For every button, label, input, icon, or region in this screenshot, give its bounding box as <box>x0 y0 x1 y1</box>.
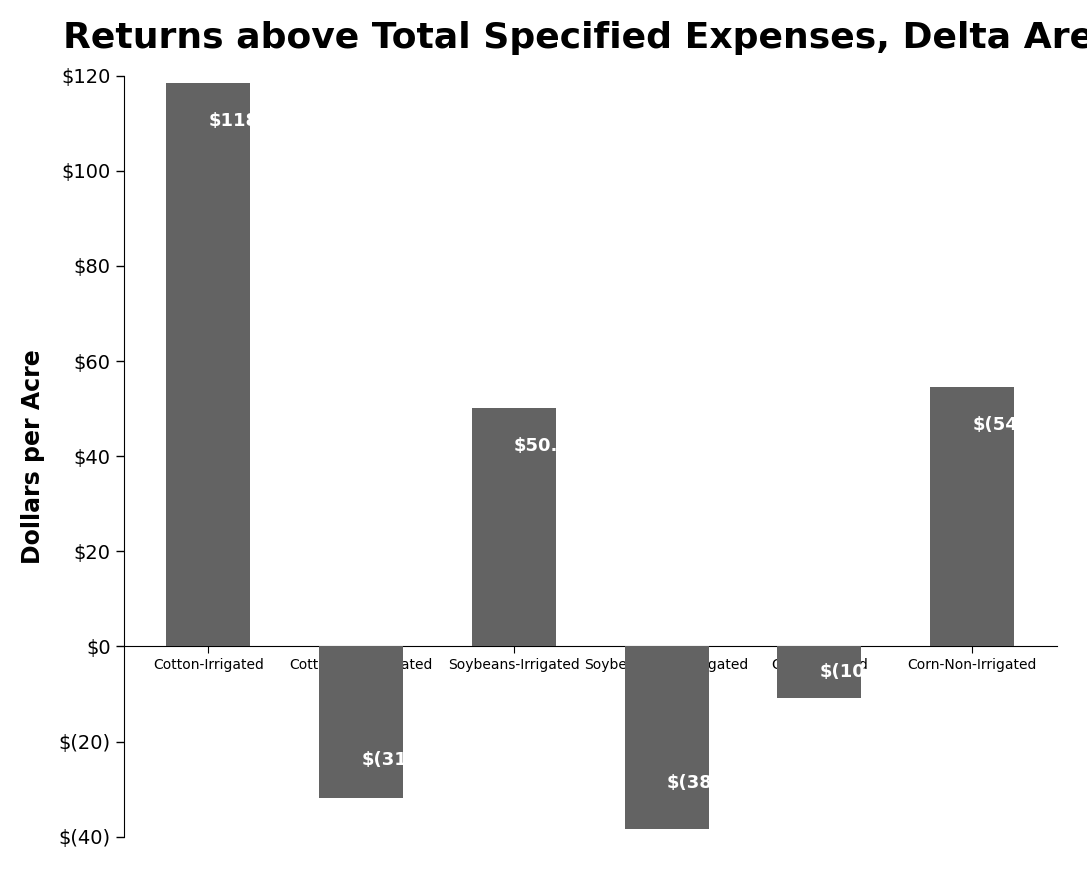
Bar <box>930 387 1014 647</box>
Text: $50.12: $50.12 <box>514 437 584 455</box>
Text: $(54.56): $(54.56) <box>972 416 1058 434</box>
Text: $118.42: $118.42 <box>209 112 290 130</box>
Text: $(31.87): $(31.87) <box>361 751 447 769</box>
Bar <box>320 647 403 798</box>
Text: $(10.81): $(10.81) <box>820 663 905 681</box>
Bar <box>625 647 709 829</box>
Y-axis label: Dollars per Acre: Dollars per Acre <box>21 348 45 563</box>
Text: $(38.40): $(38.40) <box>666 774 752 793</box>
Bar <box>777 647 861 698</box>
Bar <box>472 408 555 647</box>
Bar <box>166 83 250 647</box>
Title: Returns above Total Specified Expenses, Delta Area: Returns above Total Specified Expenses, … <box>63 21 1087 55</box>
